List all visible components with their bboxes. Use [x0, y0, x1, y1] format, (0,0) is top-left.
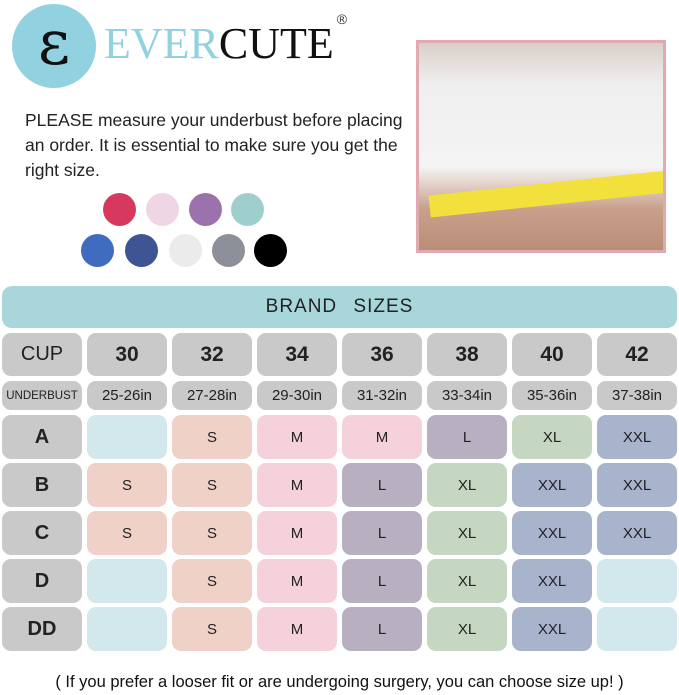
cup-label: A	[2, 415, 82, 459]
color-swatch	[169, 234, 202, 267]
size-cell: XL	[427, 463, 507, 507]
cup-label: DD	[2, 607, 82, 651]
size-cell: L	[342, 559, 422, 603]
underbust-value: 35-36in	[512, 381, 592, 410]
color-swatch	[125, 234, 158, 267]
size-cell: S	[172, 463, 252, 507]
size-cell: XL	[427, 559, 507, 603]
size-cell: M	[342, 415, 422, 459]
size-cell: XL	[427, 511, 507, 555]
band-header: 38	[427, 333, 507, 376]
size-cell: S	[172, 559, 252, 603]
underbust-value: 25-26in	[87, 381, 167, 410]
color-swatch	[212, 234, 245, 267]
size-cell: M	[257, 559, 337, 603]
cup-label: C	[2, 511, 82, 555]
empty-cell	[87, 415, 167, 459]
empty-cell	[597, 559, 677, 603]
size-cell: XXL	[512, 607, 592, 651]
color-swatch	[146, 193, 179, 226]
underbust-value: 37-38in	[597, 381, 677, 410]
size-cell: S	[172, 607, 252, 651]
underbust-value: 29-30in	[257, 381, 337, 410]
intro-text: PLEASE measure your underbust before pla…	[25, 110, 403, 180]
size-cell: S	[172, 415, 252, 459]
logo-icon: ε	[12, 4, 96, 88]
size-cell: S	[172, 511, 252, 555]
size-cell: S	[87, 511, 167, 555]
brand-sizes-banner: BRAND SIZES	[2, 286, 677, 328]
color-swatch	[254, 234, 287, 267]
measuring-tape	[428, 170, 663, 218]
band-header: 34	[257, 333, 337, 376]
size-cell: XXL	[597, 415, 677, 459]
size-cell: L	[342, 463, 422, 507]
size-cell: XL	[512, 415, 592, 459]
size-cell: XXL	[512, 511, 592, 555]
size-cell: M	[257, 415, 337, 459]
band-header: 32	[172, 333, 252, 376]
underbust-value: 27-28in	[172, 381, 252, 410]
size-cell: XXL	[597, 463, 677, 507]
band-header: 42	[597, 333, 677, 376]
empty-cell	[597, 607, 677, 651]
underbust-value: 31-32in	[342, 381, 422, 410]
size-cell: L	[342, 511, 422, 555]
underbust-header: UNDERBUST	[2, 381, 82, 410]
footer-note: ( If you prefer a looser fit or are unde…	[55, 673, 624, 691]
color-swatch	[103, 193, 136, 226]
band-header: 36	[342, 333, 422, 376]
measurement-photo	[416, 40, 666, 253]
cup-label: D	[2, 559, 82, 603]
empty-cell	[87, 559, 167, 603]
size-cell: M	[257, 463, 337, 507]
size-cell: M	[257, 607, 337, 651]
color-swatch	[81, 234, 114, 267]
band-header: 30	[87, 333, 167, 376]
cup-label: B	[2, 463, 82, 507]
size-cell: L	[342, 607, 422, 651]
size-cell: L	[427, 415, 507, 459]
size-cell: M	[257, 511, 337, 555]
brand-logo: EVERCUTE ®	[104, 11, 348, 68]
underbust-value: 33-34in	[427, 381, 507, 410]
empty-cell	[87, 607, 167, 651]
cup-header: CUP	[2, 333, 82, 376]
size-cell: XXL	[512, 559, 592, 603]
size-cell: XXL	[597, 511, 677, 555]
registered-mark: ®	[336, 11, 348, 27]
color-swatch	[189, 193, 222, 226]
color-swatch	[231, 193, 264, 226]
size-cell: S	[87, 463, 167, 507]
band-header: 40	[512, 333, 592, 376]
size-cell: XXL	[512, 463, 592, 507]
size-cell: XL	[427, 607, 507, 651]
